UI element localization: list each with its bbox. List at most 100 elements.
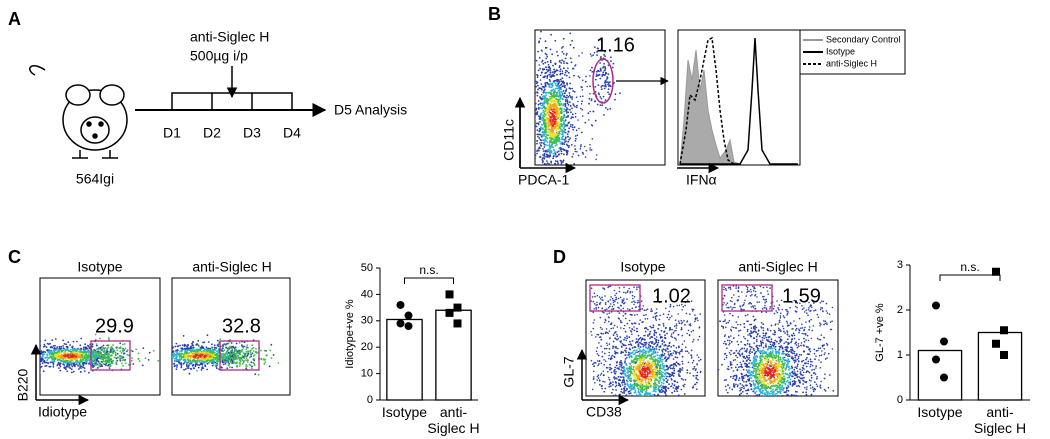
cell-dot bbox=[539, 142, 541, 144]
cell-dot bbox=[526, 98, 528, 100]
cell-dot bbox=[568, 72, 570, 74]
cell-dot bbox=[635, 342, 637, 344]
legend-label: anti-Siglec H bbox=[826, 58, 877, 68]
cell-dot bbox=[663, 323, 665, 325]
cell-dot bbox=[688, 362, 690, 364]
cell-dot bbox=[610, 60, 612, 62]
cell-dot bbox=[246, 348, 248, 350]
cell-dot bbox=[573, 153, 575, 155]
cell-dot bbox=[552, 153, 554, 155]
cell-dot bbox=[153, 350, 155, 352]
cell-dot bbox=[599, 78, 601, 80]
cell-dot bbox=[664, 353, 666, 355]
cell-dot bbox=[635, 396, 637, 398]
cell-dot bbox=[594, 293, 596, 295]
cell-dot bbox=[654, 331, 656, 333]
cell-dot bbox=[565, 58, 567, 60]
cell-dot bbox=[538, 124, 540, 126]
cell-dot bbox=[72, 361, 74, 363]
cell-dot bbox=[566, 75, 568, 77]
cell-dot bbox=[595, 79, 597, 81]
cell-dot bbox=[576, 107, 578, 109]
cell-dot bbox=[102, 354, 104, 356]
cell-dot bbox=[627, 308, 629, 310]
cell-dot bbox=[636, 410, 638, 412]
cell-dot bbox=[532, 97, 534, 99]
cell-dot bbox=[137, 358, 139, 360]
cell-dot bbox=[184, 345, 186, 347]
cell-dot bbox=[572, 113, 574, 115]
cell-dot bbox=[633, 399, 635, 401]
cell-dot bbox=[562, 81, 564, 83]
cell-dot bbox=[609, 364, 611, 366]
cell-dot bbox=[619, 336, 621, 338]
cell-dot bbox=[581, 100, 583, 102]
cell-dot bbox=[81, 355, 83, 357]
cell-dot bbox=[121, 357, 123, 359]
cell-dot bbox=[697, 372, 699, 374]
cell-dot bbox=[561, 134, 563, 136]
cell-dot bbox=[38, 369, 40, 371]
cell-dot bbox=[580, 144, 582, 146]
cell-dot bbox=[568, 127, 570, 129]
cell-dot bbox=[681, 361, 683, 363]
cell-dot bbox=[263, 363, 265, 365]
cell-dot bbox=[649, 326, 651, 328]
cell-dot bbox=[104, 363, 106, 365]
cell-dot bbox=[528, 107, 530, 109]
cell-dot bbox=[537, 77, 539, 79]
cell-dot bbox=[676, 357, 678, 359]
cell-dot bbox=[615, 347, 617, 349]
cell-dot bbox=[612, 67, 614, 69]
cell-dot bbox=[645, 318, 647, 320]
cell-dot bbox=[566, 154, 568, 156]
cell-dot bbox=[211, 346, 213, 348]
cell-dot bbox=[610, 328, 612, 330]
cell-dot bbox=[169, 364, 171, 366]
cell-dot bbox=[554, 71, 556, 73]
cell-dot bbox=[212, 349, 214, 351]
cell-dot bbox=[589, 111, 591, 113]
cell-dot bbox=[574, 145, 576, 147]
cell-dot bbox=[557, 160, 559, 162]
cell-dot bbox=[565, 72, 567, 74]
cell-dot bbox=[666, 369, 668, 371]
cell-dot bbox=[530, 145, 532, 147]
cell-dot bbox=[670, 397, 672, 399]
cell-dot bbox=[48, 343, 50, 345]
cell-dot bbox=[636, 417, 638, 419]
cell-dot bbox=[693, 360, 695, 362]
cell-dot bbox=[658, 397, 660, 399]
cell-dot bbox=[598, 334, 600, 336]
cell-dot bbox=[568, 139, 570, 141]
cell-dot bbox=[662, 386, 664, 388]
cell-dot bbox=[675, 386, 677, 388]
cell-dot bbox=[193, 367, 195, 369]
cell-dot bbox=[606, 328, 608, 330]
cell-dot bbox=[231, 350, 233, 352]
cell-dot bbox=[575, 113, 577, 115]
cell-dot bbox=[116, 360, 118, 362]
cell-dot bbox=[110, 342, 112, 344]
cell-dot bbox=[603, 96, 605, 98]
cell-dot bbox=[561, 139, 563, 141]
cell-dot bbox=[690, 354, 692, 356]
cell-dot bbox=[166, 355, 168, 357]
cell-dot bbox=[644, 339, 646, 341]
cell-dot bbox=[617, 326, 619, 328]
cell-dot bbox=[531, 152, 533, 154]
cell-dot bbox=[647, 335, 649, 337]
cell-dot bbox=[613, 63, 615, 65]
cell-dot bbox=[678, 320, 680, 322]
cell-dot bbox=[596, 73, 598, 75]
cell-dot bbox=[591, 287, 593, 289]
cell-dot bbox=[144, 356, 146, 358]
cell-dot bbox=[559, 74, 561, 76]
cell-dot bbox=[650, 405, 652, 407]
cell-dot bbox=[669, 350, 671, 352]
cell-dot bbox=[611, 308, 613, 310]
cell-dot bbox=[80, 371, 82, 373]
cell-dot bbox=[581, 86, 583, 88]
cell-dot bbox=[528, 88, 530, 90]
cell-dot bbox=[531, 92, 533, 94]
